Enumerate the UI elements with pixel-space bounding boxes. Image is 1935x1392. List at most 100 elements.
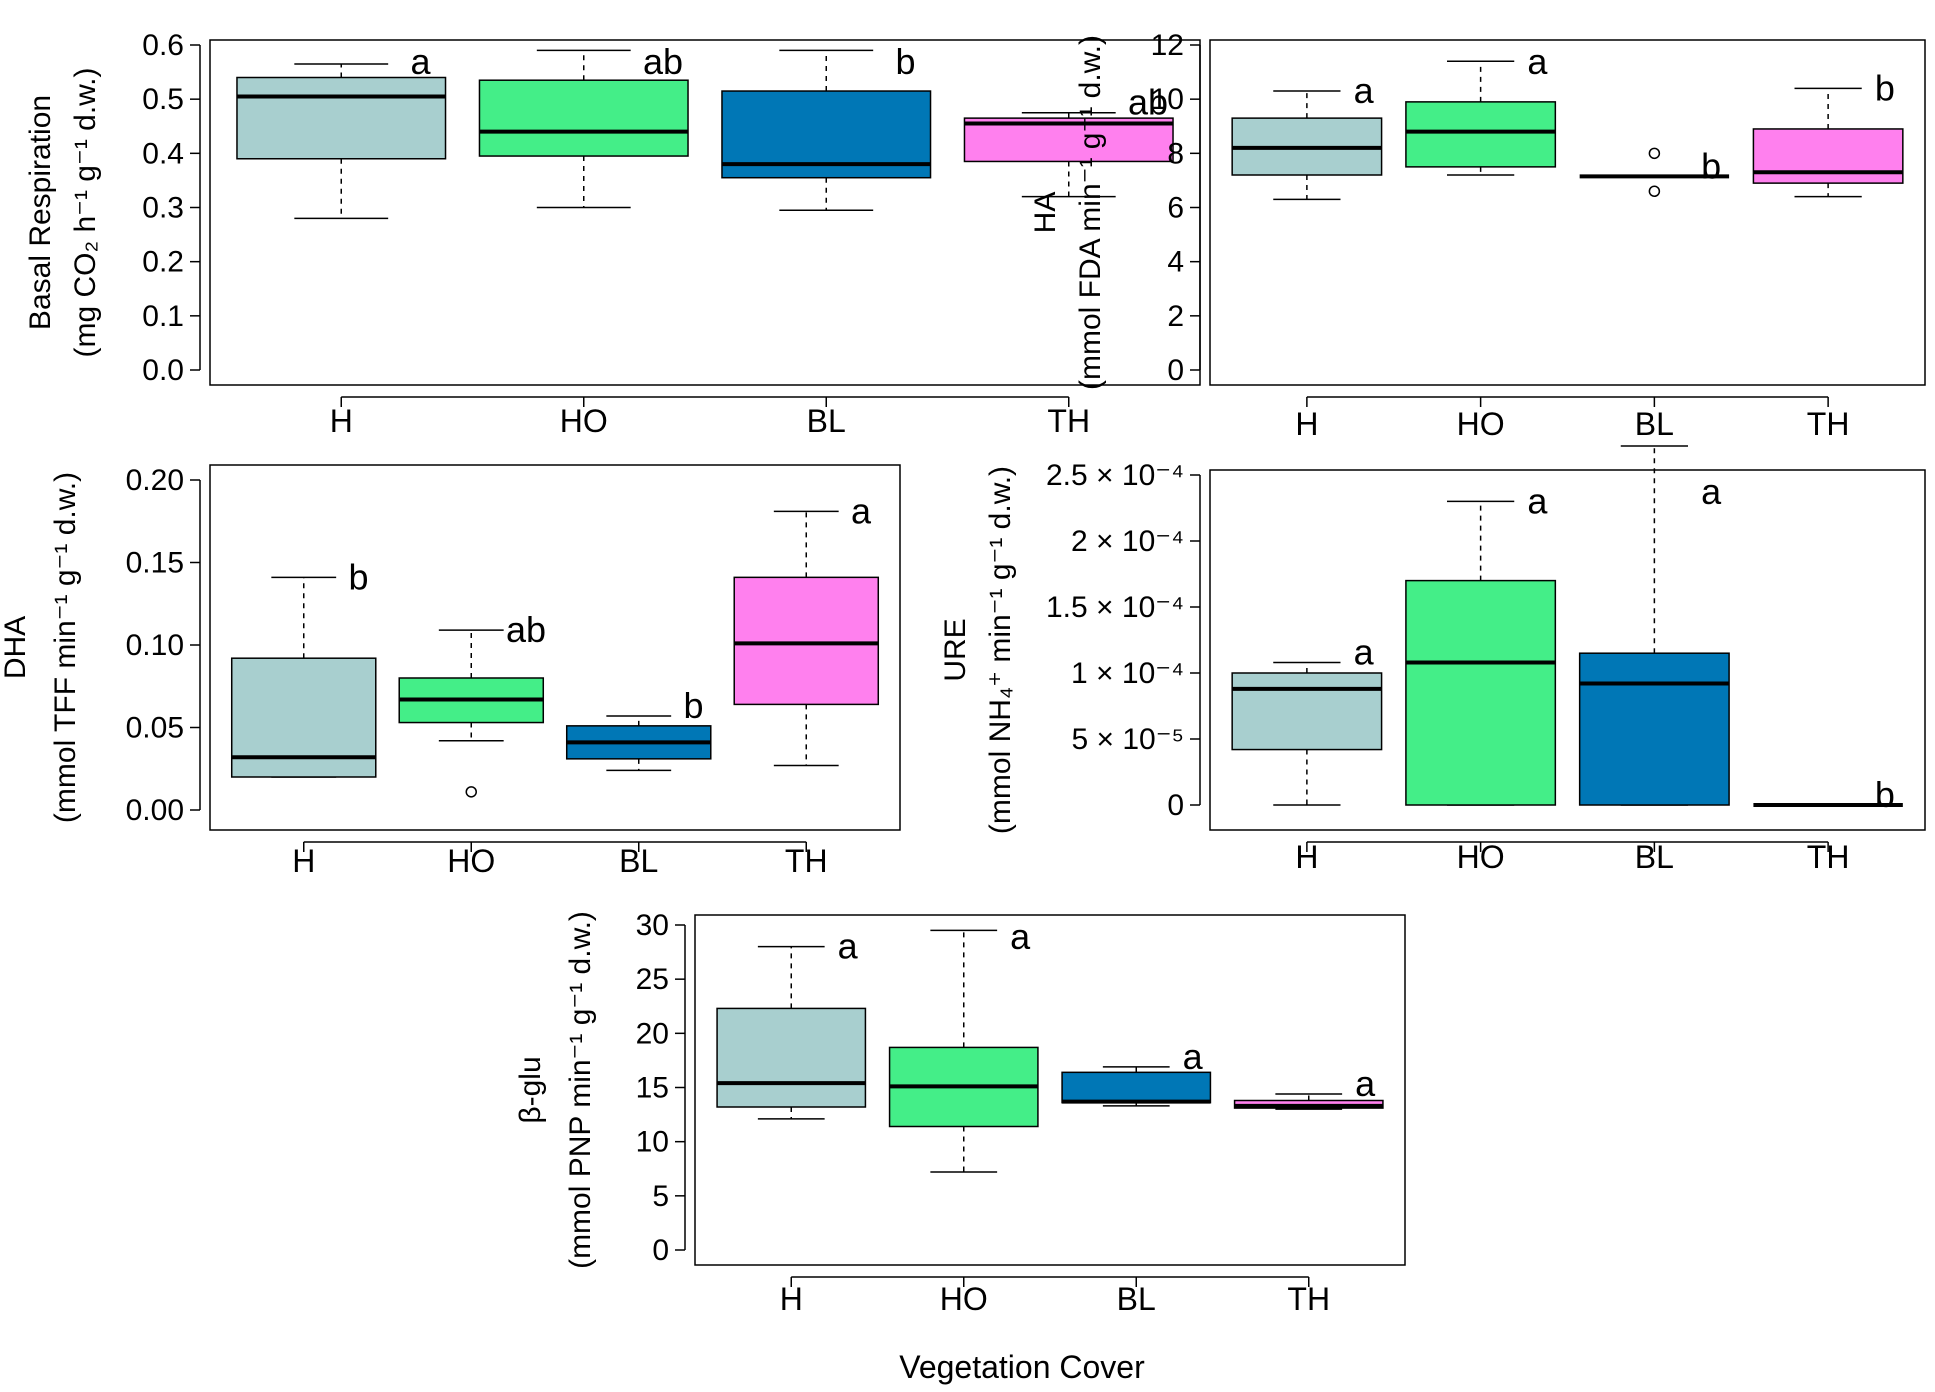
bglu-y-tick-label: 10 [636,1126,669,1159]
br-y-tick-label: 0.2 [142,246,184,279]
dha-sig-letter-TH: a [851,490,872,531]
ha-x-tick-label: HO [1457,406,1505,442]
dha-sig-letter-HO: ab [506,609,546,650]
br-box-HO: ab [478,41,689,209]
ure-y-tick-label: 2.5 × 10⁻⁴ [1046,459,1184,492]
br-box-H: a [236,41,447,220]
ha-sig-letter-BL: b [1701,145,1721,186]
br-y-tick-label: 0.6 [142,29,184,62]
ure-y-axis-title: URE [939,618,972,681]
bglu-y-axis-units: (mmol PNP min⁻¹ g⁻¹ d.w.) [564,911,597,1269]
ha-box-HO: a [1405,41,1557,176]
dha-y-tick-label: 0.15 [126,547,184,580]
ha-x-tick-label: BL [1635,406,1674,442]
dha-y-tick-label: 0.05 [126,712,184,745]
bglu-sig-letter-HO: a [1010,916,1031,957]
ure-y-tick-label: 1.5 × 10⁻⁴ [1046,591,1184,624]
dha-box-BL: b [565,685,712,772]
ure-x-tick-label: HO [1457,839,1505,875]
ure-x-tick-label: H [1295,839,1318,875]
ha-iqr-box-TH [1752,128,1904,184]
br-sig-letter-HO: ab [643,41,683,82]
br-x-tick-label: TH [1047,403,1090,439]
bglu-iqr-box-H [716,1007,867,1108]
ure-y-tick-label: 1 × 10⁻⁴ [1071,657,1184,690]
ure-frame [1209,469,1926,831]
ha-y-tick-label: 4 [1167,246,1184,279]
dha-sig-letter-H: b [348,556,368,597]
bglu-sig-letter-H: a [838,926,859,967]
ure-sig-letter-BL: a [1701,471,1722,512]
br-y-tick-label: 0.3 [142,192,184,225]
ure-sig-letter-TH: b [1875,774,1895,815]
bglu-x-tick-label: H [780,1281,803,1317]
bglu-x-tick-label: TH [1287,1281,1330,1317]
bglu-y-tick-label: 0 [652,1234,669,1267]
panel-dha: 0.00 0.05 0.10 0.15 0.20 H HO BL TH DHA (mmol TFF … [0,464,901,879]
dha-x-tick-label: TH [785,843,828,879]
panel-bglu: 0 5 10 15 20 25 30 H HO BL TH β-glu (mmol PNP min⁻¹ … [514,909,1406,1317]
bglu-box-H: a [716,926,867,1120]
ha-sig-letter-H: a [1354,70,1375,111]
br-box-TH: ab [963,82,1174,198]
ha-y-axis-units: (mmol FDA min⁻¹ g⁻¹ d.w.) [1074,35,1107,390]
dha-frame [209,464,901,831]
ha-y-tick-label: 10 [1151,83,1184,116]
br-sig-letter-TH: ab [1128,82,1168,123]
ure-y-tick-label: 2 × 10⁻⁴ [1071,525,1184,558]
br-x-tick-label: BL [807,403,846,439]
ha-iqr-box-HO [1405,101,1557,168]
ha-x-tick-label: H [1295,406,1318,442]
dha-x-tick-label: BL [619,843,658,879]
dha-y-tick-label: 0.10 [126,629,184,662]
ure-iqr-box-HO [1405,579,1557,806]
bglu-box-BL: a [1061,1036,1212,1107]
br-box-BL: b [721,41,932,211]
dha-box-H: b [230,556,377,778]
dha-y-tick-label: 0.00 [126,794,184,827]
ure-iqr-box-H [1231,672,1383,751]
br-x-tick-label: H [330,403,353,439]
ure-y-tick-label: 0 [1167,789,1184,822]
ha-outlier-BL [1648,147,1661,160]
br-iqr-box-H [236,76,447,160]
ha-box-H: a [1231,70,1383,201]
ha-x-tick-label: TH [1807,406,1850,442]
ure-box-HO: a [1405,480,1557,806]
ha-outlier-BL [1648,185,1661,197]
br-sig-letter-BL: b [895,41,915,82]
br-y-axis-units: (mg CO₂ h⁻¹ g⁻¹ d.w.) [69,67,102,357]
dha-outlier-HO [465,786,477,798]
ha-box-TH: b [1752,67,1904,198]
ure-box-H: a [1231,631,1383,806]
bglu-x-tick-label: BL [1117,1281,1156,1317]
ure-x-tick-label: TH [1807,839,1850,875]
br-iqr-box-HO [478,79,689,157]
ure-x-tick-label: BL [1635,839,1674,875]
ure-box-TH: b [1753,774,1903,815]
ure-iqr-box-BL [1578,652,1730,806]
ha-y-axis-title: HA [1029,192,1062,234]
br-x-tick-label: HO [560,403,608,439]
br-y-tick-label: 0.0 [142,354,184,387]
ha-y-tick-label: 0 [1167,354,1184,387]
ha-y-tick-label: 8 [1167,137,1184,170]
bglu-y-tick-label: 25 [636,963,669,996]
ha-frame [1209,39,1926,386]
bglu-y-axis-title: β-glu [514,1056,547,1123]
bglu-x-tick-label: HO [940,1281,988,1317]
dha-iqr-box-TH [733,576,880,706]
ha-y-tick-label: 2 [1167,300,1184,333]
panel-ha: 0 2 4 6 8 10 12 H HO BL TH HA (mmol FDA min⁻¹ g⁻¹ d.… [1029,29,1926,442]
bglu-iqr-box-BL [1061,1071,1212,1104]
ure-sig-letter-H: a [1354,631,1375,672]
ure-y-tick-label: 5 × 10⁻⁵ [1071,723,1184,756]
ha-box-BL: b [1579,145,1730,197]
bglu-box-TH: a [1233,1063,1384,1110]
bglu-sig-letter-TH: a [1355,1063,1376,1104]
bglu-frame [694,914,1406,1266]
ure-box-BL: a [1578,445,1730,806]
ha-sig-letter-HO: a [1527,41,1548,82]
ure-sig-letter-HO: a [1527,480,1548,521]
